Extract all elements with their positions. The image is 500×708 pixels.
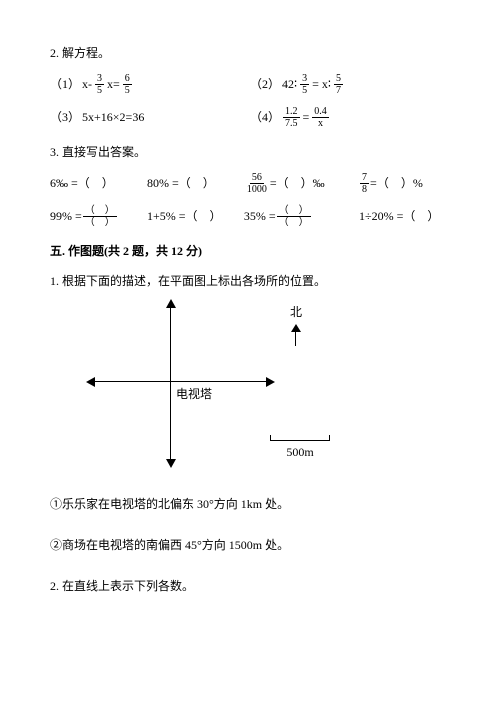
q2-item-1: （1） x- 3 5 x= 6 5	[50, 73, 250, 96]
q3-r1-4: 7 8 =（ ）%	[359, 172, 450, 195]
q3-r2-3-pb: （ ） （ ）	[277, 205, 311, 228]
q2-4-mid: =	[303, 108, 310, 127]
q3-r2-1-pb: （ ） （ ）	[83, 205, 117, 228]
s5-sub1: ①乐乐家在电视塔的北偏东 30°方向 1km 处。	[50, 495, 450, 514]
tower-label: 电视塔	[176, 385, 212, 404]
q2-item-4: （4） 1.2 7.5 = 0.4 x	[250, 106, 450, 129]
q3-r2-1: 99% = （ ） （ ）	[50, 205, 141, 228]
h-axis	[90, 381, 270, 382]
arrow-right-icon	[266, 377, 275, 387]
q2-1-frac2: 6 5	[123, 73, 132, 96]
q2-row1: （1） x- 3 5 x= 6 5 （2） 42∶ 3 5 = x∶ 5 7	[50, 73, 450, 96]
q2-1-mid: x=	[107, 75, 120, 94]
q2-1-label: （1）	[50, 75, 80, 94]
q3-r2-2: 1+5% =（ ）	[147, 205, 238, 228]
q2-2-frac1: 3 5	[300, 73, 309, 96]
q3-r2-4: 1÷20% =（ ）	[359, 205, 450, 228]
q3-r1-3: 56 1000 =（ ）‰	[244, 172, 353, 195]
scale-label: 500m	[270, 443, 330, 462]
arrow-down-icon	[166, 459, 176, 468]
q2-2-before: 42∶	[282, 75, 297, 94]
s5-q1: 1. 根据下面的描述，在平面图上标出各场所的位置。	[50, 272, 450, 291]
q2-title: 2. 解方程。	[50, 44, 450, 63]
north-label: 北	[290, 303, 302, 322]
compass-diagram: 电视塔 北 500m	[90, 303, 350, 473]
q3-r2-3: 35% = （ ） （ ）	[244, 205, 353, 228]
q3-r1-3-frac: 56 1000	[245, 172, 269, 195]
q2-item-2: （2） 42∶ 3 5 = x∶ 5 7	[250, 73, 450, 96]
q3-r1-2: 80% =（ ）	[147, 172, 238, 195]
q3-r1-4-frac: 7 8	[360, 172, 369, 195]
section5-header: 五. 作图题(共 2 题，共 12 分)	[50, 242, 450, 261]
q2-row2: （3） 5x+16×2=36 （4） 1.2 7.5 = 0.4 x	[50, 106, 450, 129]
s5-sub2: ②商场在电视塔的南偏西 45°方向 1500m 处。	[50, 536, 450, 555]
q3-title: 3. 直接写出答案。	[50, 143, 450, 162]
q2-4-frac2: 0.4 x	[312, 106, 329, 129]
v-axis	[170, 303, 171, 463]
q2-3-label: （3）	[50, 108, 80, 127]
q2-4-label: （4）	[250, 108, 280, 127]
q2-2-label: （2）	[250, 75, 280, 94]
arrow-up-icon	[166, 299, 176, 308]
north-arrow-icon	[291, 324, 301, 346]
north-indicator: 北	[290, 303, 302, 346]
q2-1-frac1: 3 5	[95, 73, 104, 96]
q2-2-mid: = x∶	[312, 75, 331, 94]
q3-r1-1: 6‰ =（ ）	[50, 172, 141, 195]
q3-row1: 6‰ =（ ） 80% =（ ） 56 1000 =（ ）‰ 7 8 =（ ）%	[50, 172, 450, 195]
s5-q2: 2. 在直线上表示下列各数。	[50, 577, 450, 596]
q2-item-3: （3） 5x+16×2=36	[50, 106, 250, 129]
q2-1-before: x-	[82, 75, 92, 94]
q2-3-text: 5x+16×2=36	[82, 108, 144, 127]
q3-row2: 99% = （ ） （ ） 1+5% =（ ） 35% = （ ） （ ） 1÷…	[50, 205, 450, 228]
q2-2-frac2: 5 7	[334, 73, 343, 96]
scale-line	[270, 435, 330, 441]
q2-4-frac1: 1.2 7.5	[283, 106, 300, 129]
scale-bar: 500m	[270, 435, 330, 462]
arrow-left-icon	[86, 377, 95, 387]
